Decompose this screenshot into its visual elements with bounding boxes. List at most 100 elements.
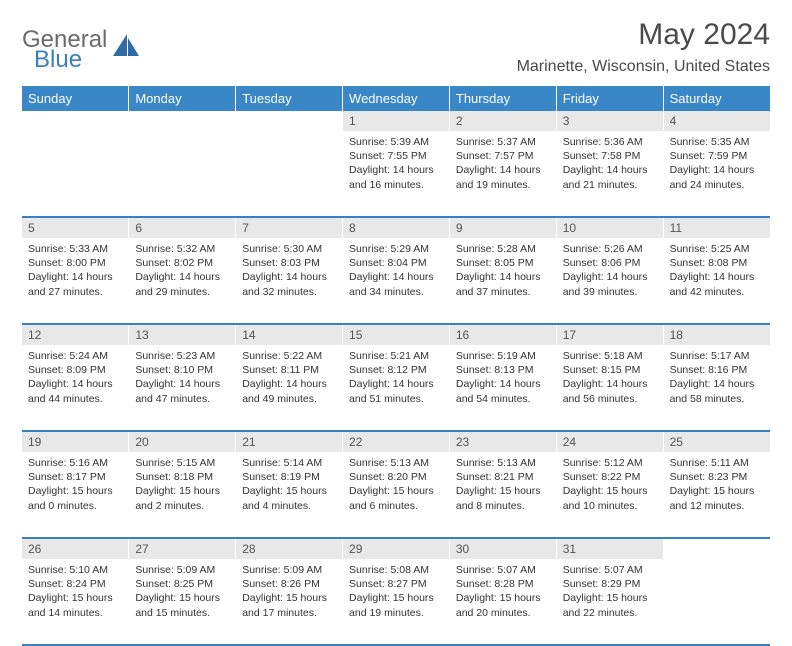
brand-word-2: Blue xyxy=(34,48,107,72)
day-content-cell: Sunrise: 5:24 AMSunset: 8:09 PMDaylight:… xyxy=(22,345,129,431)
day-number: 22 xyxy=(349,435,362,449)
day-content-cell: Sunrise: 5:14 AMSunset: 8:19 PMDaylight:… xyxy=(236,452,343,538)
day-number-cell: 10 xyxy=(556,217,663,238)
day-number: 24 xyxy=(563,435,576,449)
dl2-text: and 19 minutes. xyxy=(456,178,550,192)
sunset-text: Sunset: 8:03 PM xyxy=(242,256,336,270)
day-content-cell xyxy=(22,131,129,217)
sunrise-text: Sunrise: 5:37 AM xyxy=(456,135,550,149)
sunrise-text: Sunrise: 5:09 AM xyxy=(135,563,229,577)
dl1-text: Daylight: 14 hours xyxy=(563,270,657,284)
day-number-cell: 7 xyxy=(236,217,343,238)
sunset-text: Sunset: 8:04 PM xyxy=(349,256,443,270)
day-number-cell: 15 xyxy=(343,324,450,345)
day-content-row: Sunrise: 5:24 AMSunset: 8:09 PMDaylight:… xyxy=(22,345,770,431)
dl1-text: Daylight: 14 hours xyxy=(456,377,550,391)
day-number-cell: 31 xyxy=(556,538,663,559)
day-content-row: Sunrise: 5:16 AMSunset: 8:17 PMDaylight:… xyxy=(22,452,770,538)
sunrise-text: Sunrise: 5:32 AM xyxy=(135,242,229,256)
weekday-header: Thursday xyxy=(449,86,556,111)
dl1-text: Daylight: 15 hours xyxy=(563,591,657,605)
day-number: 18 xyxy=(670,328,683,342)
day-content-cell: Sunrise: 5:37 AMSunset: 7:57 PMDaylight:… xyxy=(449,131,556,217)
sunrise-text: Sunrise: 5:26 AM xyxy=(563,242,657,256)
dl1-text: Daylight: 15 hours xyxy=(28,591,122,605)
dl1-text: Daylight: 14 hours xyxy=(670,377,764,391)
day-number: 19 xyxy=(28,435,41,449)
sunset-text: Sunset: 8:23 PM xyxy=(670,470,764,484)
dl2-text: and 21 minutes. xyxy=(563,178,657,192)
day-number: 15 xyxy=(349,328,362,342)
dl2-text: and 24 minutes. xyxy=(670,178,764,192)
sunrise-text: Sunrise: 5:22 AM xyxy=(242,349,336,363)
sunrise-text: Sunrise: 5:15 AM xyxy=(135,456,229,470)
day-number-row: 12131415161718 xyxy=(22,324,770,345)
dl2-text: and 14 minutes. xyxy=(28,606,122,620)
day-content-cell xyxy=(129,131,236,217)
sunset-text: Sunset: 8:02 PM xyxy=(135,256,229,270)
dl2-text: and 29 minutes. xyxy=(135,285,229,299)
day-content-cell: Sunrise: 5:35 AMSunset: 7:59 PMDaylight:… xyxy=(663,131,770,217)
sunset-text: Sunset: 8:18 PM xyxy=(135,470,229,484)
sunset-text: Sunset: 8:13 PM xyxy=(456,363,550,377)
day-number: 17 xyxy=(563,328,576,342)
day-content-cell: Sunrise: 5:18 AMSunset: 8:15 PMDaylight:… xyxy=(556,345,663,431)
dl1-text: Daylight: 15 hours xyxy=(563,484,657,498)
day-number: 6 xyxy=(135,221,142,235)
day-content-cell: Sunrise: 5:21 AMSunset: 8:12 PMDaylight:… xyxy=(343,345,450,431)
day-content-cell: Sunrise: 5:07 AMSunset: 8:29 PMDaylight:… xyxy=(556,559,663,645)
dl2-text: and 12 minutes. xyxy=(670,499,764,513)
dl2-text: and 10 minutes. xyxy=(563,499,657,513)
day-content-cell: Sunrise: 5:10 AMSunset: 8:24 PMDaylight:… xyxy=(22,559,129,645)
dl2-text: and 49 minutes. xyxy=(242,392,336,406)
dl2-text: and 42 minutes. xyxy=(670,285,764,299)
day-content-cell: Sunrise: 5:08 AMSunset: 8:27 PMDaylight:… xyxy=(343,559,450,645)
day-number: 28 xyxy=(242,542,255,556)
day-content-row: Sunrise: 5:33 AMSunset: 8:00 PMDaylight:… xyxy=(22,238,770,324)
day-number-cell: 14 xyxy=(236,324,343,345)
day-number-cell: 19 xyxy=(22,431,129,452)
day-number-cell: 21 xyxy=(236,431,343,452)
dl2-text: and 32 minutes. xyxy=(242,285,336,299)
sunrise-text: Sunrise: 5:39 AM xyxy=(349,135,443,149)
sunset-text: Sunset: 8:15 PM xyxy=(563,363,657,377)
day-number-cell: 20 xyxy=(129,431,236,452)
dl2-text: and 37 minutes. xyxy=(456,285,550,299)
day-number-row: 567891011 xyxy=(22,217,770,238)
dl1-text: Daylight: 14 hours xyxy=(670,163,764,177)
sunrise-text: Sunrise: 5:28 AM xyxy=(456,242,550,256)
dl2-text: and 6 minutes. xyxy=(349,499,443,513)
day-content-cell: Sunrise: 5:28 AMSunset: 8:05 PMDaylight:… xyxy=(449,238,556,324)
day-number: 9 xyxy=(456,221,463,235)
day-content-cell: Sunrise: 5:30 AMSunset: 8:03 PMDaylight:… xyxy=(236,238,343,324)
day-number-cell: 9 xyxy=(449,217,556,238)
day-content-cell: Sunrise: 5:09 AMSunset: 8:25 PMDaylight:… xyxy=(129,559,236,645)
day-number-cell: 6 xyxy=(129,217,236,238)
sunset-text: Sunset: 8:26 PM xyxy=(242,577,336,591)
day-number-cell xyxy=(236,111,343,131)
dl1-text: Daylight: 15 hours xyxy=(242,484,336,498)
dl2-text: and 58 minutes. xyxy=(670,392,764,406)
sunset-text: Sunset: 8:28 PM xyxy=(456,577,550,591)
sunset-text: Sunset: 8:24 PM xyxy=(28,577,122,591)
dl2-text: and 4 minutes. xyxy=(242,499,336,513)
sunrise-text: Sunrise: 5:12 AM xyxy=(563,456,657,470)
dl2-text: and 2 minutes. xyxy=(135,499,229,513)
day-content-row: Sunrise: 5:39 AMSunset: 7:55 PMDaylight:… xyxy=(22,131,770,217)
dl1-text: Daylight: 14 hours xyxy=(135,270,229,284)
dl1-text: Daylight: 14 hours xyxy=(28,270,122,284)
day-content-cell: Sunrise: 5:11 AMSunset: 8:23 PMDaylight:… xyxy=(663,452,770,538)
dl1-text: Daylight: 14 hours xyxy=(242,270,336,284)
dl1-text: Daylight: 14 hours xyxy=(135,377,229,391)
sunset-text: Sunset: 8:25 PM xyxy=(135,577,229,591)
day-number: 7 xyxy=(242,221,249,235)
day-number-cell: 3 xyxy=(556,111,663,131)
sunset-text: Sunset: 7:59 PM xyxy=(670,149,764,163)
day-content-cell: Sunrise: 5:32 AMSunset: 8:02 PMDaylight:… xyxy=(129,238,236,324)
day-number-cell: 30 xyxy=(449,538,556,559)
sunrise-text: Sunrise: 5:19 AM xyxy=(456,349,550,363)
dl2-text: and 34 minutes. xyxy=(349,285,443,299)
sunrise-text: Sunrise: 5:14 AM xyxy=(242,456,336,470)
day-number-cell xyxy=(129,111,236,131)
sunrise-text: Sunrise: 5:08 AM xyxy=(349,563,443,577)
